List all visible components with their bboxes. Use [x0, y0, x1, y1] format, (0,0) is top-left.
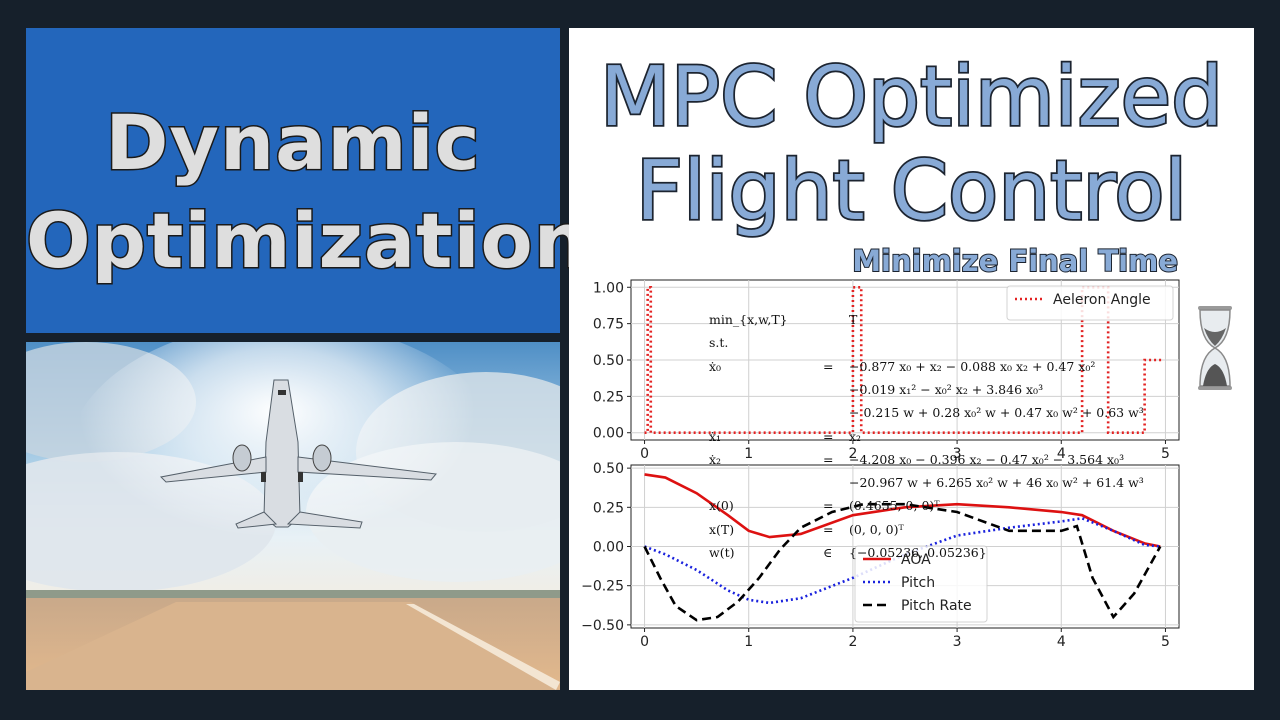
equation-rel: ∈: [823, 545, 833, 560]
equation-rhs: −20.967 w + 6.265 x₀² w + 46 x₀ w² + 61.…: [849, 475, 1144, 491]
equation-lhs: x(T): [709, 521, 735, 537]
equation-rhs: (0, 0, 0)ᵀ: [849, 521, 904, 537]
x-tick-label: 5: [1161, 446, 1170, 462]
y-tick-label: 0.00: [593, 426, 624, 442]
airplane-photo-svg: [26, 342, 560, 690]
equation-lhs: w(t): [709, 545, 735, 560]
y-tick-label: 0.50: [593, 461, 624, 477]
equation-lhs: min_{x,w,T}: [709, 312, 788, 327]
legend-label: Pitch Rate: [901, 598, 972, 614]
x-tick-label: 2: [848, 634, 857, 650]
x-tick-label: 1: [744, 634, 753, 650]
equation-lhs: ẋ₀: [709, 358, 722, 374]
right-panel: MPC Optimized Flight Control Minimize Fi…: [569, 28, 1254, 690]
x-tick-label: 0: [640, 634, 649, 650]
equation-rhs: −0.877 x₀ + x₂ − 0.088 x₀ x₂ + 0.47 x₀²: [849, 358, 1096, 374]
equation-rel: =: [823, 451, 834, 467]
equation-rhs: T: [849, 312, 858, 327]
y-tick-label: 0.75: [593, 317, 624, 333]
x-tick-label: 3: [953, 634, 962, 650]
legend-label: Pitch: [901, 575, 935, 591]
equation-rel: =: [823, 498, 834, 514]
airplane-takeoff-photo: [26, 342, 560, 690]
y-tick-label: −0.25: [581, 579, 624, 595]
series-line-aeleron-angle: [644, 285, 1164, 435]
x-tick-label: 4: [1057, 634, 1066, 650]
legend-box: [854, 545, 988, 623]
series-line-aoa: [644, 473, 1161, 548]
left-title-panel: Dynamic Optimization: [25, 28, 590, 333]
x-tick-label: 2: [848, 446, 857, 462]
equation-rel: =: [823, 358, 834, 374]
x-tick-label: 4: [1057, 446, 1066, 462]
equation-rhs: −0.019 x₁² − x₀² x₂ + 3.846 x₀³: [849, 381, 1044, 397]
equation-rel: =: [823, 521, 834, 537]
equation-rhs: −4.208 x₀ − 0.396 x₂ − 0.47 x₀² − 3.564 …: [849, 451, 1125, 467]
x-tick-label: 3: [953, 446, 962, 462]
x-tick-label: 0: [640, 446, 649, 462]
title-line-dynamic: Dynamic: [104, 97, 481, 189]
title-line-optimization: Optimization: [25, 195, 590, 287]
title-line-mpc-optimized: MPC Optimized: [598, 48, 1225, 147]
legend-label: AOA: [901, 552, 931, 568]
equation-lhs: x(0): [709, 498, 734, 514]
equation-lhs: s.t.: [709, 335, 729, 351]
y-tick-label: 0.00: [593, 540, 624, 556]
equation-rhs: − 0.215 w + 0.28 x₀² w + 0.47 x₀ w² + 0.…: [849, 405, 1144, 421]
legend-label: Aeleron Angle: [1053, 292, 1151, 308]
subtitle-minimize-final-time: Minimize Final Time: [851, 243, 1179, 279]
x-tick-label: 5: [1161, 634, 1170, 650]
chart-2: 0 1 2 3 4 5 −0.50 −0.25 0.00 0.25 0.50 AOA Pitch Pitc…: [581, 461, 1180, 650]
equation-rhs: x₂: [849, 428, 862, 444]
y-tick-label: 0.25: [593, 500, 624, 516]
x-tick-label: 1: [744, 446, 753, 462]
legend-box: [1006, 285, 1174, 321]
title-line-flight-control: Flight Control: [634, 142, 1189, 241]
hourglass-icon: [1198, 306, 1232, 390]
y-tick-label: 1.00: [593, 280, 624, 296]
equation-rhs: (0.4655, 0, 0)ᵀ: [849, 498, 940, 514]
chart-1: 0 1 2 3 4 5 0.00 0.25 0.50 0.75 1.00 Aeleron Angle: [593, 279, 1180, 462]
equation-lhs: ẋ₁: [709, 428, 722, 444]
equation-rel: =: [823, 428, 834, 444]
equation-lhs: ẋ₂: [709, 451, 722, 467]
y-tick-label: 0.25: [593, 389, 624, 405]
y-tick-label: −0.50: [581, 618, 624, 634]
series-line-pitch: [644, 516, 1161, 605]
series-line-pitch-rate: [643, 502, 1162, 622]
y-tick-label: 0.50: [593, 353, 624, 369]
equation-rhs: {−0.05236, 0.05236}: [849, 545, 987, 560]
